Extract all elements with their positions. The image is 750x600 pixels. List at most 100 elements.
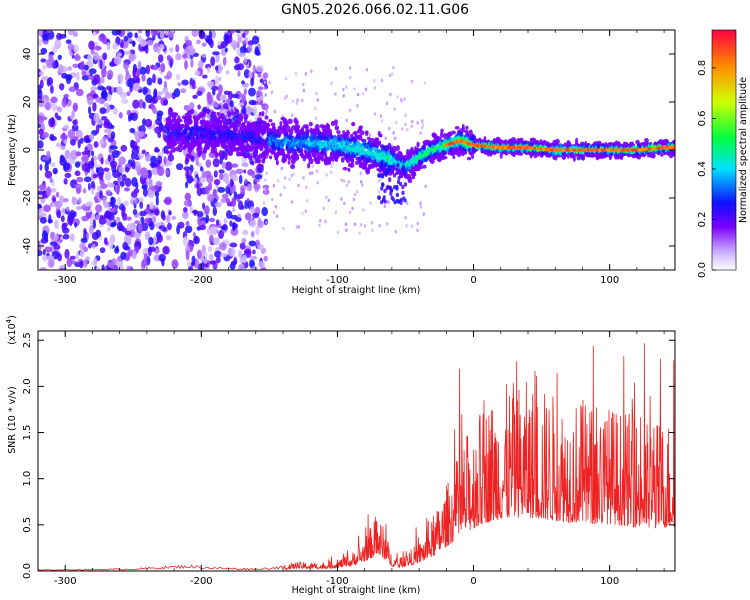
- spectrogram-cell: [432, 133, 438, 139]
- spectrogram-cell: [350, 158, 355, 164]
- spectrogram-cell: [148, 180, 153, 189]
- spectrogram-cell: [90, 156, 94, 167]
- spectrogram-cell: [75, 53, 80, 59]
- spectrogram-cell: [215, 143, 220, 148]
- spectrogram-cell: [302, 176, 305, 180]
- spectrogram-cell: [229, 242, 238, 248]
- spectrogram-cell: [405, 223, 408, 228]
- spectrogram-cell: [262, 201, 266, 205]
- spectrogram-cell: [188, 266, 193, 270]
- spectrogram-cell: [104, 128, 112, 134]
- spectrogram-cell: [132, 68, 136, 78]
- spectrogram-cell: [39, 164, 43, 171]
- spectrogram-cell: [248, 71, 253, 79]
- spectrogram-cell: [213, 146, 217, 152]
- spectrogram-cell: [125, 216, 132, 221]
- spectrogram-cell: [214, 179, 221, 186]
- spectrogram-cell: [243, 69, 250, 79]
- spectrogram-cell: [134, 220, 141, 225]
- y-tick-label: 2.0: [22, 378, 33, 394]
- spectrogram-cell: [382, 168, 386, 173]
- spectrogram-cell: [232, 222, 238, 230]
- spectrogram-cell: [330, 120, 335, 127]
- spectrogram-cell: [153, 46, 157, 53]
- spectrogram-cell: [91, 261, 95, 266]
- spectrogram-cell: [363, 224, 367, 228]
- spectrogram-cell: [263, 255, 268, 262]
- spectrogram-cell: [95, 167, 100, 174]
- spectrogram-cell: [74, 161, 81, 168]
- spectrogram-cell: [461, 123, 465, 130]
- spectrogram-cell: [122, 241, 129, 250]
- spectrogram-cell: [319, 218, 322, 223]
- spectrogram-cell: [146, 77, 153, 86]
- spectrogram-cell: [48, 214, 52, 224]
- spectrogram-cell: [214, 75, 220, 86]
- spectrogram-cell: [257, 72, 262, 78]
- spectrogram-cell: [212, 51, 220, 56]
- spectrogram-cell: [38, 123, 41, 128]
- spectrogram-cell: [395, 120, 398, 125]
- spectrogram-cell: [186, 259, 191, 268]
- spectrogram-cell: [368, 133, 371, 137]
- spectrogram-cell: [38, 128, 44, 136]
- spectrogram-cell: [183, 200, 192, 207]
- spectrogram-cell: [362, 208, 365, 212]
- spectrogram-cell: [378, 223, 381, 228]
- spectrogram-cell: [365, 67, 369, 72]
- spectrogram-cell: [81, 151, 89, 156]
- spectrogram-cell: [63, 178, 68, 185]
- spectrogram-cell: [95, 204, 103, 213]
- spectrogram-cell: [45, 102, 51, 111]
- spectrogram-cell: [224, 47, 228, 53]
- spectrogram-cell: [117, 73, 124, 83]
- spectrogram-cell: [342, 94, 345, 98]
- spectrogram-cell: [230, 227, 239, 236]
- spectrogram-cell: [116, 52, 122, 57]
- spectrogram-cell: [454, 126, 460, 130]
- spectrogram-cell: [154, 146, 159, 153]
- spectrogram-cell: [254, 174, 263, 180]
- spectrogram-cell: [120, 144, 128, 152]
- spectrogram-cell: [379, 114, 383, 118]
- spectrogram-cell: [222, 224, 228, 231]
- spectrogram-cell: [395, 184, 399, 190]
- spectrogram-cell: [264, 190, 267, 194]
- spectrogram-cell: [392, 65, 395, 70]
- colorbar-tick-label: 0.8: [697, 60, 708, 76]
- spectrogram-cell: [142, 101, 146, 110]
- spectrogram-cell: [103, 237, 108, 245]
- spectrogram-cell: [59, 267, 65, 270]
- spectrogram-cell: [285, 94, 288, 98]
- spectrogram-cell: [261, 110, 265, 117]
- spectrogram-cell: [99, 139, 104, 145]
- spectrogram-cell: [231, 163, 239, 168]
- spectrogram-cell: [99, 247, 106, 254]
- spectrogram-cell: [373, 112, 376, 116]
- spectrogram-cell: [95, 266, 100, 270]
- spectrogram-cell: [401, 165, 406, 170]
- spectrogram-cell: [257, 217, 262, 227]
- spectrogram-cell: [59, 195, 65, 204]
- spectrogram-cell: [112, 42, 119, 50]
- spectrogram-cell: [132, 40, 136, 48]
- spectrogram-cell: [84, 146, 88, 153]
- spectrogram-cell: [347, 167, 351, 172]
- spectrogram-cell: [316, 98, 319, 102]
- spectrogram-cell: [196, 249, 202, 260]
- spectrogram-cell: [118, 156, 126, 165]
- spectrogram-cell: [266, 122, 270, 128]
- snr-exponent-base: (x10: [7, 323, 18, 344]
- spectrogram-cell: [185, 181, 189, 189]
- spectrogram-cell: [180, 88, 187, 94]
- spectrogram-cell: [193, 267, 199, 270]
- spectrogram-cell: [196, 211, 204, 218]
- spectrogram-cell: [233, 123, 238, 130]
- spectrogram-cell: [202, 106, 208, 113]
- spectrogram-cell: [274, 205, 278, 209]
- spectrogram-cell: [320, 157, 325, 162]
- spectrogram-cell: [359, 130, 365, 136]
- spectrogram-cell: [238, 102, 245, 107]
- spectrogram-cell: [273, 109, 277, 114]
